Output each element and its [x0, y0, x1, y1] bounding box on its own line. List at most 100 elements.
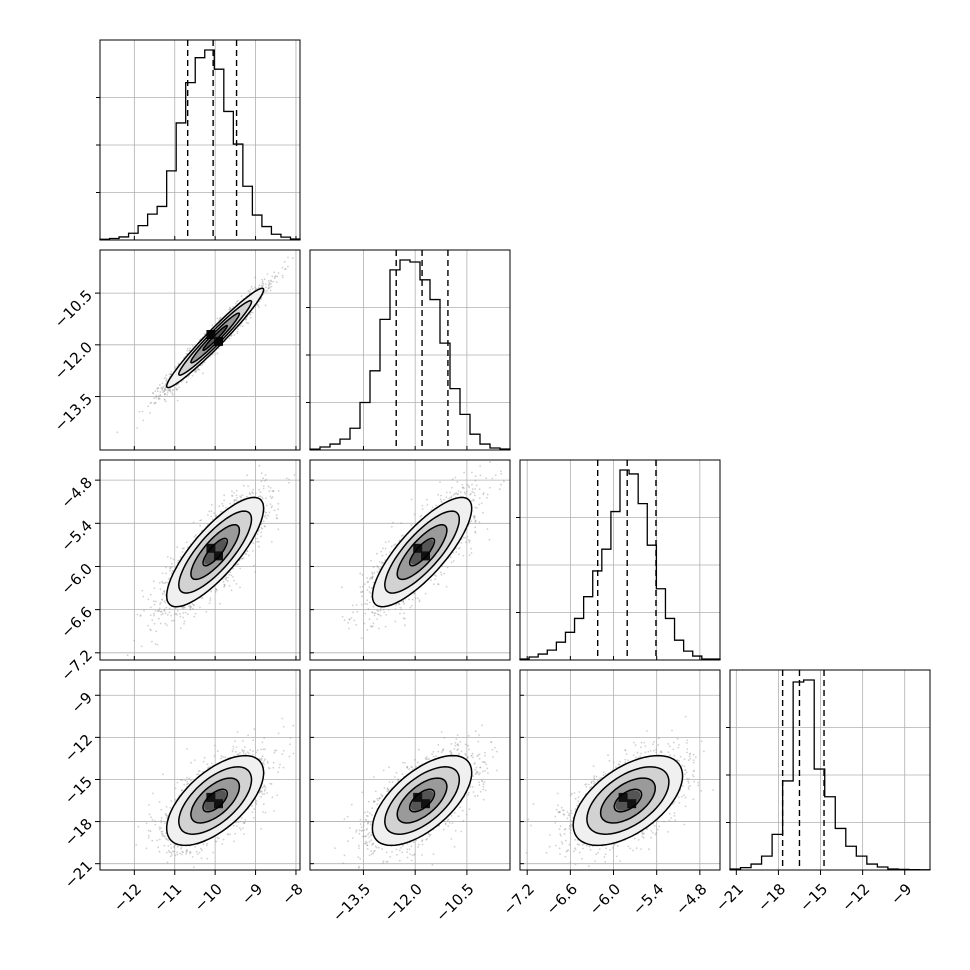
scatter-point [283, 260, 286, 263]
scatter-point [260, 526, 263, 529]
scatter-point [261, 498, 264, 500]
scatter-point [216, 317, 219, 320]
scatter-point [116, 431, 119, 434]
scatter-point [256, 541, 258, 543]
scatter-point [274, 275, 276, 278]
scatter-point [229, 308, 231, 311]
scatter-point [283, 268, 286, 271]
scatter-point [229, 502, 232, 505]
scatter-point [183, 622, 185, 625]
scatter-point [165, 378, 168, 381]
scatter-point [194, 612, 197, 615]
scatter-point [164, 387, 167, 390]
scatter-point [163, 390, 166, 393]
scatter-point [272, 490, 275, 493]
scatter-point [223, 494, 226, 497]
scatter-point [162, 385, 165, 388]
scatter-point [156, 643, 159, 646]
scatter-point [166, 556, 169, 558]
scatter-point [265, 478, 268, 481]
scatter-point [163, 592, 166, 594]
scatter-point [276, 275, 279, 278]
scatter-point [176, 388, 179, 391]
scatter-point [197, 368, 200, 371]
scatter-point [287, 256, 289, 259]
scatter-point [348, 627, 350, 630]
scatter-point [277, 490, 280, 492]
scatter-point [163, 608, 166, 611]
scatter-point [170, 371, 173, 373]
scatter-point [241, 494, 244, 497]
scatter-point [153, 600, 155, 603]
scatter-point [372, 622, 375, 625]
scatter-point [177, 559, 180, 562]
scatter-point [196, 369, 198, 371]
scatter-point [174, 366, 176, 368]
scatter-point [191, 603, 194, 605]
scatter-point [222, 505, 225, 507]
scatter-point [160, 610, 163, 613]
scatter-point [191, 345, 194, 347]
scatter-point [157, 396, 160, 398]
scatter-point [257, 540, 260, 543]
scatter-point [191, 374, 194, 377]
scatter-point [273, 509, 276, 512]
scatter-point [179, 615, 182, 618]
scatter-point [231, 490, 233, 493]
scatter-point [164, 400, 167, 403]
scatter-point [265, 504, 268, 507]
scatter-point [245, 553, 248, 555]
scatter-point [470, 552, 473, 554]
scatter-point [233, 334, 236, 336]
scatter-point [208, 510, 211, 513]
scatter-point [440, 573, 443, 576]
scatter-point [194, 370, 197, 373]
scatter-point [159, 393, 162, 396]
scatter-point [199, 606, 201, 609]
scatter-point [182, 612, 185, 614]
scatter-point [199, 524, 202, 527]
scatter-point [158, 397, 161, 400]
scatter-point [378, 568, 381, 571]
scatter-point [186, 347, 189, 350]
scatter-point [426, 504, 429, 506]
scatter-point [232, 305, 235, 308]
scatter-point [160, 613, 163, 616]
scatter-point [439, 481, 441, 483]
scatter-point [163, 377, 166, 380]
scatter-point [261, 278, 263, 281]
scatter-point [424, 592, 427, 595]
scatter-point [153, 612, 155, 615]
scatter-point [478, 503, 480, 506]
scatter-point [194, 534, 197, 536]
scatter-point [233, 500, 235, 502]
scatter-point [171, 392, 174, 395]
scatter-point [247, 290, 250, 292]
scatter-point [284, 268, 287, 270]
scatter-point [140, 645, 143, 648]
scatter-point [251, 287, 254, 290]
scatter-point [343, 619, 346, 622]
scatter-point [215, 588, 218, 591]
scatter-point [142, 419, 145, 422]
scatter-point [254, 571, 257, 573]
panel-2-1 [309, 459, 511, 661]
scatter-point [179, 556, 182, 558]
scatter-point [163, 389, 166, 392]
scatter-point [268, 286, 271, 289]
scatter-point [155, 600, 157, 603]
histogram-line [99, 49, 301, 240]
scatter-point [394, 608, 397, 610]
scatter-point [147, 624, 150, 627]
scatter-point [159, 622, 162, 625]
scatter-point [258, 464, 261, 467]
scatter-point [143, 609, 146, 612]
scatter-point [151, 640, 153, 643]
scatter-point [360, 637, 363, 639]
scatter-point [164, 622, 167, 625]
scatter-point [181, 551, 184, 553]
scatter-point [215, 514, 218, 517]
scatter-point [468, 554, 471, 556]
scatter-point [276, 517, 279, 520]
scatter-point [162, 391, 165, 394]
